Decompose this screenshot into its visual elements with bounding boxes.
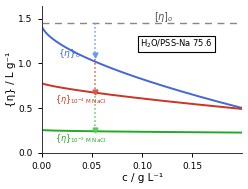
Text: $[\eta]_{o}$: $[\eta]_{o}$ xyxy=(154,10,174,24)
Text: $\{\eta\}_{o}$: $\{\eta\}_{o}$ xyxy=(58,47,81,60)
X-axis label: c / g L⁻¹: c / g L⁻¹ xyxy=(122,174,163,184)
Text: $\{\eta\}_{10^{-2}\ \mathrm{M\ NaCl}}$: $\{\eta\}_{10^{-2}\ \mathrm{M\ NaCl}}$ xyxy=(55,132,106,145)
Text: H$_{2}$O/PSS-Na 75.6: H$_{2}$O/PSS-Na 75.6 xyxy=(140,38,213,50)
Text: $\{\eta\}_{10^{-4}\ \mathrm{M\ NaCl}}$: $\{\eta\}_{10^{-4}\ \mathrm{M\ NaCl}}$ xyxy=(55,93,106,106)
Y-axis label: {η} / L g⁻¹: {η} / L g⁻¹ xyxy=(5,51,16,107)
